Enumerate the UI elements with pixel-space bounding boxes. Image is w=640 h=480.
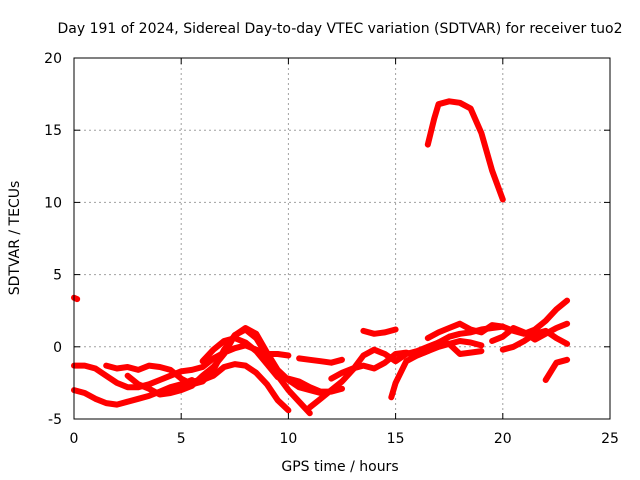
y-tick-label: 5 [53, 268, 62, 284]
series-arc-1 [71, 294, 81, 303]
series-arc-13 [424, 98, 506, 203]
y-tick-label: 20 [44, 51, 62, 67]
x-tick-label: 25 [601, 431, 619, 447]
grid [74, 58, 610, 419]
series-group [71, 98, 571, 417]
series-arc-3 [71, 377, 195, 408]
series-arc-7 [199, 335, 345, 395]
series-arc-12 [388, 338, 485, 401]
series-arc-11 [360, 326, 399, 337]
series-arc-8 [296, 355, 345, 366]
x-tick-label: 15 [387, 431, 405, 447]
y-tick-label: 10 [44, 195, 62, 211]
series-arc-10 [328, 339, 485, 382]
y-axis-label: SDTVAR / TECUs [7, 181, 23, 296]
series-arc-16 [499, 327, 571, 353]
x-axis-label: GPS time / hours [281, 459, 398, 475]
y-tick-label: 15 [44, 123, 62, 139]
y-tick-label: -5 [48, 412, 62, 428]
x-tick-label: 10 [279, 431, 297, 447]
x-tick-label: 0 [70, 431, 79, 447]
chart-title: Day 191 of 2024, Sidereal Day-to-day VTE… [57, 21, 622, 37]
series-arc-17 [542, 356, 571, 383]
tick-labels: 0 5 10 15 20 25 -5 0 5 10 15 20 [44, 51, 619, 447]
series-arc-6 [188, 361, 292, 414]
series-arc-14 [424, 297, 571, 342]
x-tick-label: 5 [177, 431, 186, 447]
y-tick-label: 0 [53, 340, 62, 356]
plot-frame [73, 57, 611, 420]
ticks [73, 57, 611, 420]
x-tick-label: 20 [494, 431, 512, 447]
